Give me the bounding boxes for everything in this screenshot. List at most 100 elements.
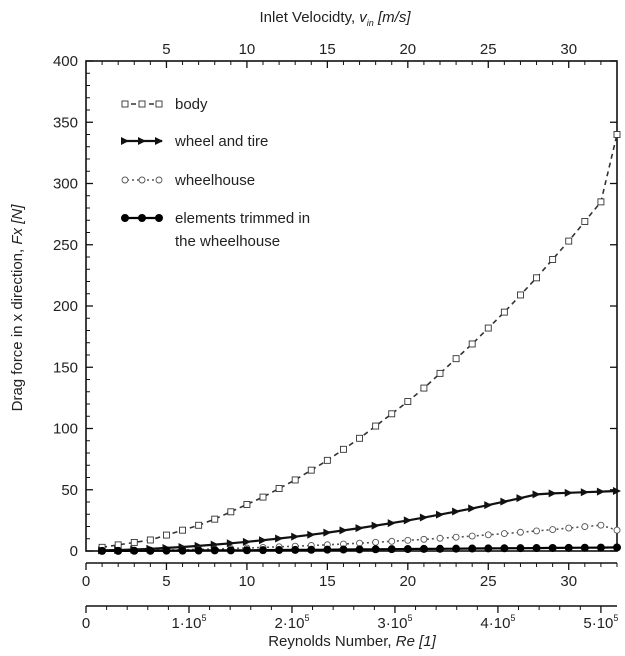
data-point-wheelhouse <box>404 536 412 544</box>
reynolds-tick-label: 0 <box>82 615 90 632</box>
bottom-velocity-tick-label: 15 <box>319 573 336 590</box>
data-point-wheel-and-tire <box>548 489 557 498</box>
data-point-body <box>195 521 203 529</box>
data-point-body <box>211 515 219 523</box>
data-point-trimmed-elements <box>613 543 621 552</box>
y-axis-tick-label: 350 <box>53 114 78 131</box>
data-point-wheel-and-tire <box>532 490 541 499</box>
y-axis-tick-label: 50 <box>61 482 78 499</box>
data-point-wheelhouse <box>613 526 621 534</box>
data-point-wheelhouse <box>484 531 492 539</box>
reynolds-tick-label: 1·105 <box>171 613 206 632</box>
data-point-trimmed-elements <box>339 545 348 554</box>
data-point-wheelhouse <box>420 535 428 543</box>
data-point-trimmed-elements <box>323 545 332 554</box>
data-point-wheel-and-tire <box>155 137 163 145</box>
data-point-trimmed-elements <box>500 544 509 553</box>
data-point-wheel-and-tire <box>339 526 348 535</box>
data-point-body <box>420 384 428 392</box>
data-point-trimmed-elements <box>436 544 444 553</box>
data-point-trimmed-elements <box>516 544 525 553</box>
data-point-wheel-and-tire <box>242 537 251 546</box>
data-point-body <box>340 445 347 453</box>
data-point-body <box>163 531 170 539</box>
reynolds-tick-label: 4·105 <box>480 613 515 632</box>
data-point-trimmed-elements <box>355 545 364 554</box>
top-axis-tick-label: 25 <box>480 41 497 58</box>
data-point-wheel-and-tire <box>387 519 396 528</box>
y-axis-tick-label: 100 <box>53 421 78 438</box>
bottom-velocity-axis-ticks: 0 5 10 15 20 25 30 <box>82 563 618 590</box>
data-point-wheelhouse <box>468 532 476 540</box>
top-axis-tick-label: 20 <box>399 41 416 58</box>
data-point-body <box>291 476 299 484</box>
y-axis-tick-label: 150 <box>53 359 78 376</box>
data-point-body <box>452 355 460 363</box>
y-axis-ticks: 0 50 100 150 200 250 300 350 400 <box>53 53 617 560</box>
data-point-wheelhouse <box>436 534 444 542</box>
data-point-trimmed-elements <box>155 214 163 222</box>
data-point-wheelhouse <box>533 527 540 535</box>
reynolds-axis-ticks: 0 1·105 2·105 3·105 4·105 5·105 <box>82 606 618 632</box>
series-layer <box>98 131 621 555</box>
data-point-trimmed-elements <box>242 546 251 555</box>
data-point-body <box>436 369 444 377</box>
data-point-wheel-and-tire <box>484 501 493 510</box>
data-point-wheel-and-tire <box>323 528 332 537</box>
data-point-wheel-and-tire <box>564 488 573 497</box>
data-point-wheelhouse <box>121 176 129 184</box>
data-point-body <box>243 501 251 508</box>
data-point-body <box>121 100 129 108</box>
data-point-trimmed-elements <box>596 543 605 552</box>
top-axis-tick-label: 30 <box>560 41 577 58</box>
data-point-wheel-and-tire <box>403 516 412 525</box>
data-point-body <box>356 434 363 442</box>
legend: body wheel and tire wheelhouse elements tri… <box>121 96 310 250</box>
data-point-body <box>565 237 573 245</box>
data-point-wheelhouse <box>388 537 396 545</box>
data-point-wheel-and-tire <box>275 534 284 543</box>
reynolds-tick-label: 3·105 <box>377 613 412 632</box>
data-point-wheelhouse <box>138 176 146 184</box>
bottom-velocity-tick-label: 30 <box>560 573 577 590</box>
data-point-trimmed-elements <box>452 544 461 553</box>
data-point-trimmed-elements <box>307 545 316 554</box>
bottom-velocity-tick-label: 5 <box>162 573 170 590</box>
data-point-body <box>404 398 412 405</box>
y-axis-tick-label: 200 <box>53 298 78 315</box>
data-point-body <box>259 493 267 501</box>
data-point-wheelhouse <box>597 521 605 529</box>
data-point-trimmed-elements <box>580 543 589 552</box>
data-point-trimmed-elements <box>210 546 219 555</box>
data-point-wheel-and-tire <box>613 486 621 495</box>
data-point-body <box>227 508 235 516</box>
data-point-trimmed-elements <box>226 546 235 555</box>
data-point-wheelhouse <box>356 539 363 547</box>
data-point-trimmed-elements <box>371 545 380 554</box>
data-point-wheel-and-tire <box>291 532 300 541</box>
data-point-trimmed-elements <box>194 546 203 555</box>
bottom-velocity-tick-label: 10 <box>239 573 256 590</box>
top-axis-ticks: 5 10 15 20 25 30 <box>101 41 618 68</box>
data-point-wheel-and-tire <box>516 494 525 503</box>
y-axis-label: Drag force in x direction, Fx [N] <box>9 204 26 412</box>
data-point-wheelhouse <box>452 533 460 541</box>
data-point-body <box>533 274 540 282</box>
data-point-body <box>146 536 154 544</box>
data-point-body <box>130 538 138 546</box>
bottom-velocity-tick-label: 0 <box>82 573 90 590</box>
reynolds-tick-label: 2·105 <box>274 613 309 632</box>
data-point-trimmed-elements <box>130 546 139 555</box>
data-point-wheel-and-tire <box>355 524 364 533</box>
data-point-body <box>581 218 589 225</box>
plot-frame <box>85 60 618 552</box>
data-point-wheelhouse <box>372 538 380 546</box>
data-point-body <box>307 466 315 474</box>
data-point-wheel-and-tire <box>580 488 589 497</box>
reynolds-tick-label: 5·105 <box>583 613 618 632</box>
data-point-wheelhouse <box>581 523 589 531</box>
data-point-trimmed-elements <box>275 546 284 555</box>
data-point-wheel-and-tire <box>307 530 316 539</box>
data-point-body <box>613 131 621 138</box>
